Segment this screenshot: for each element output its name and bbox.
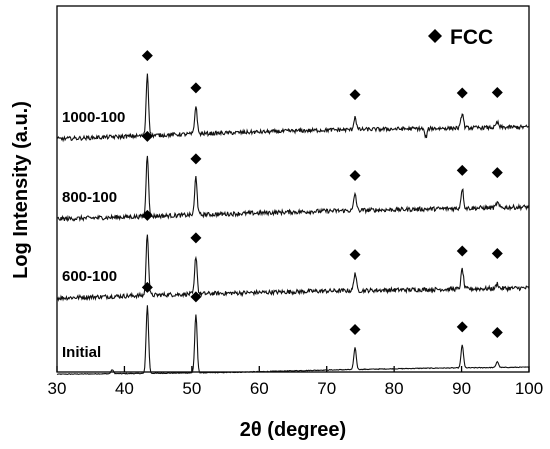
- fcc-diamond-icon: [349, 323, 361, 335]
- fcc-diamond-icon: [190, 153, 202, 165]
- fcc-diamond-icon: [491, 86, 503, 98]
- fcc-diamond-icon: [456, 321, 468, 333]
- series-label: Initial: [62, 344, 101, 361]
- fcc-diamond-icon: [491, 327, 503, 339]
- fcc-diamond-icon: [456, 87, 468, 99]
- series-line: [56, 234, 530, 302]
- fcc-diamond-icon: [141, 50, 153, 62]
- series-line: [56, 155, 530, 222]
- series-label: 800-100: [62, 189, 117, 206]
- fcc-diamond-icon: [349, 169, 361, 181]
- fcc-diamond-icon: [141, 281, 153, 293]
- fcc-diamond-icon: [190, 291, 202, 303]
- fcc-diamond-icon: [456, 164, 468, 176]
- fcc-diamond-icon: [141, 209, 153, 221]
- fcc-diamond-icon: [349, 249, 361, 261]
- x-tick-label: 80: [385, 379, 404, 398]
- x-tick-label: 60: [250, 379, 269, 398]
- y-axis-title: Log Intensity (a.u.): [10, 101, 32, 279]
- fcc-diamond-icon: [190, 232, 202, 244]
- fcc-diamond-icon: [456, 245, 468, 257]
- x-tick-label: 30: [48, 379, 67, 398]
- fcc-diamond-icon: [349, 89, 361, 101]
- series-label-layer: Initial 600-100 800-100 1000-100: [62, 109, 125, 361]
- fcc-diamond-icon: [491, 167, 503, 179]
- x-tick-label: 100: [515, 379, 543, 398]
- x-tick-label: 50: [182, 379, 201, 398]
- series-line: [56, 305, 529, 376]
- x-tick-label: 90: [452, 379, 471, 398]
- fcc-marker-layer: [141, 50, 503, 339]
- series-label: 600-100: [62, 268, 117, 285]
- x-tick-label: 40: [115, 379, 134, 398]
- x-axis-title: 2θ (degree): [240, 419, 346, 441]
- series-line: [56, 73, 530, 143]
- x-tick-label: 70: [317, 379, 336, 398]
- x-ticks: 30 40 50 60 70 80 90 100: [48, 366, 543, 398]
- series-label: 1000-100: [62, 109, 125, 126]
- series-layer: [56, 73, 530, 376]
- plot-frame: [56, 5, 530, 373]
- fcc-diamond-icon: [141, 130, 153, 142]
- legend: FCC: [428, 26, 493, 49]
- legend-label: FCC: [450, 26, 493, 49]
- fcc-diamond-icon: [190, 82, 202, 94]
- fcc-diamond-icon: [491, 247, 503, 259]
- legend-diamond-icon: [428, 29, 442, 43]
